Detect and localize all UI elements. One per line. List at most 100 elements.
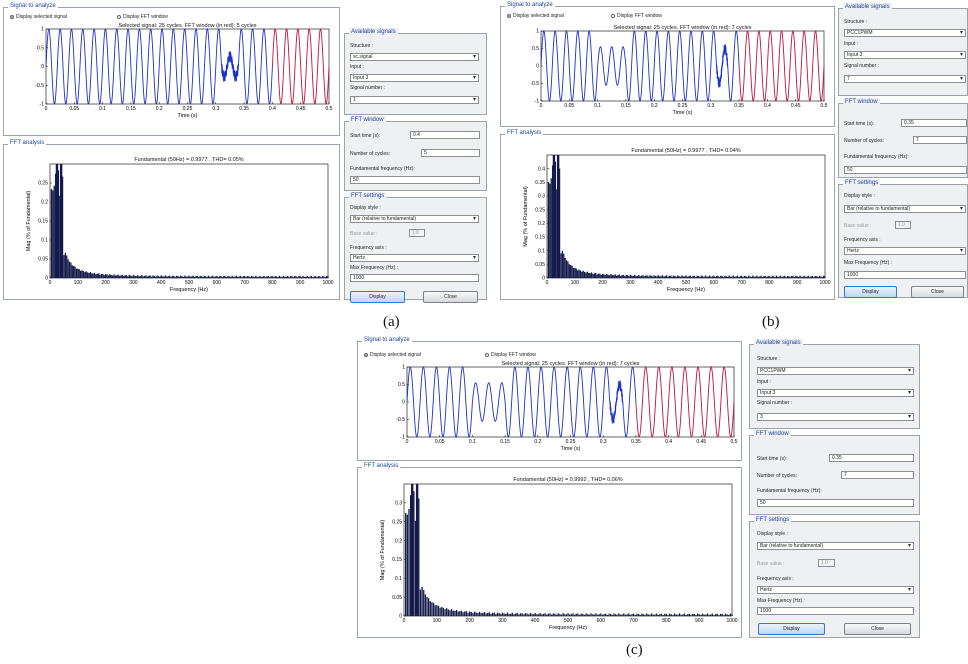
spectrum-bar: [577, 613, 579, 616]
fund-freq-field[interactable]: 50: [844, 166, 967, 174]
spectrum-bar: [235, 275, 237, 278]
x-tick-label: 0.2: [651, 103, 658, 109]
display-signal-radio[interactable]: Display selected signal: [364, 352, 421, 358]
display-signal-radio[interactable]: Display selected signal: [10, 14, 67, 20]
signal-number-select[interactable]: 7: [844, 75, 966, 83]
spectrum-bar: [227, 275, 229, 278]
freq-axis-select[interactable]: Hertz: [350, 254, 479, 262]
avail-legend: Available signals: [349, 28, 398, 37]
spectrum-bar: [505, 613, 507, 616]
spectrum-bar: [641, 613, 643, 616]
structure-select[interactable]: PCC1PWM: [844, 29, 966, 37]
spectrum-bar: [220, 275, 222, 278]
spectrum-bar: [659, 614, 661, 616]
display-fft-window-radio[interactable]: Display FFT window: [485, 352, 536, 358]
input-select[interactable]: Input 3: [844, 51, 966, 59]
x-tick-label: 900: [296, 280, 305, 286]
y-tick-label: 0.25: [535, 207, 545, 213]
spectrum-bar: [426, 596, 428, 616]
signal-number-select[interactable]: 1: [350, 96, 479, 104]
fund-freq-field[interactable]: 50: [350, 176, 480, 184]
display-style-select[interactable]: Bar (relative to fundamental): [350, 215, 479, 223]
x-tick-label: 0.3: [600, 439, 607, 445]
y-tick-label: 0.2: [41, 200, 48, 206]
start-time-field[interactable]: 0.4: [410, 131, 480, 139]
spectrum-bar: [688, 276, 690, 278]
x-tick-label: 1000: [819, 280, 830, 286]
spectrum-bar: [312, 277, 314, 278]
fft-plot: Fundamental (50Hz) = 0.9977 , THD= 0.05%…: [26, 157, 334, 293]
display-style-select[interactable]: Bar (relative to fundamental): [844, 205, 966, 213]
spectrum-bar: [75, 268, 78, 278]
input-select[interactable]: Input 3: [350, 74, 479, 82]
spectrum-bar: [454, 610, 456, 616]
spectrum-bar: [234, 276, 236, 278]
spectrum-bar: [555, 614, 558, 616]
freq-axis-select[interactable]: Hertz: [844, 247, 966, 255]
spectrum-bar: [639, 614, 641, 616]
spectrum-bar: [199, 275, 201, 278]
num-cycles-field[interactable]: 7: [841, 471, 914, 479]
max-freq-field[interactable]: 1000: [844, 271, 966, 279]
spectrum-bar: [567, 261, 569, 278]
avail-legend: Available signals: [754, 339, 803, 348]
signal-number-select[interactable]: 3: [757, 413, 914, 421]
spectrum-bar: [128, 275, 130, 278]
max-freq-label: Max Frequency (Hz) :: [757, 598, 806, 604]
spectrum-bar: [774, 276, 776, 278]
spectrum-bar: [541, 614, 543, 616]
spectrum-peak-bar: [411, 484, 414, 616]
start-time-field[interactable]: 0.35: [829, 454, 914, 462]
fft-settings-group: FFT settings Display style : Bar (relati…: [749, 516, 920, 638]
spectrum-bar: [583, 614, 586, 616]
fft-xlabel: Frequency (Hz): [170, 287, 208, 293]
spectrum-bar: [253, 276, 256, 278]
spectrum-bar: [750, 276, 753, 278]
spectrum-bar: [795, 275, 797, 278]
num-cycles-field[interactable]: 5: [421, 149, 480, 157]
freq-axis-select[interactable]: Hertz: [757, 586, 914, 594]
spectrum-bar: [217, 277, 219, 278]
display-fft-window-radio[interactable]: Display FFT window: [117, 14, 168, 20]
spectrum-bar: [244, 276, 246, 278]
close-button[interactable]: Close: [423, 291, 478, 303]
start-time-field[interactable]: 0.35: [901, 119, 967, 127]
display-style-select[interactable]: Bar (relative to fundamental): [757, 542, 914, 550]
max-freq-field[interactable]: 1000: [350, 274, 479, 282]
close-button[interactable]: Close: [844, 623, 911, 635]
close-button[interactable]: Close: [911, 286, 964, 298]
spectrum-bar: [647, 276, 650, 278]
display-button[interactable]: Display: [758, 623, 825, 635]
display-button[interactable]: Display: [844, 286, 897, 298]
spectrum-bar: [579, 270, 582, 278]
spectrum-bar: [510, 613, 512, 616]
available-signals-group: Available signals Structure : PCC1PWM In…: [838, 3, 968, 96]
spectrum-bar: [223, 275, 225, 278]
spectrum-bar: [572, 613, 574, 616]
spectrum-bar: [595, 273, 597, 278]
display-button[interactable]: Display: [350, 291, 405, 303]
y-tick-label: 0.3: [395, 501, 402, 507]
spectrum-bar: [767, 275, 769, 278]
structure-select[interactable]: sc.signal: [350, 53, 479, 61]
spectrum-bar: [695, 615, 697, 616]
display-fft-window-radio[interactable]: Display FFT window: [611, 13, 662, 19]
num-cycles-field[interactable]: 7: [913, 136, 967, 144]
spectrum-bar: [722, 276, 725, 278]
max-freq-field[interactable]: 1000: [757, 607, 914, 615]
spectrum-bar: [715, 614, 717, 616]
spectrum-bar: [138, 276, 140, 278]
spectrum-bar: [807, 275, 810, 278]
signal-number-label: Signal number :: [844, 63, 880, 69]
spectrum-bar: [684, 276, 686, 278]
fund-freq-field[interactable]: 50: [757, 499, 914, 507]
spectrum-bar: [477, 613, 479, 616]
spectrum-bar: [800, 276, 803, 278]
spectrum-bar: [450, 609, 453, 616]
spectrum-bar: [700, 275, 702, 278]
spectrum-bar: [302, 275, 304, 278]
spectrum-bar: [210, 276, 212, 278]
input-select[interactable]: Input 3: [757, 389, 914, 397]
display-signal-radio[interactable]: Display selected signal: [507, 13, 564, 19]
structure-select[interactable]: PCC1PWM: [757, 367, 914, 375]
